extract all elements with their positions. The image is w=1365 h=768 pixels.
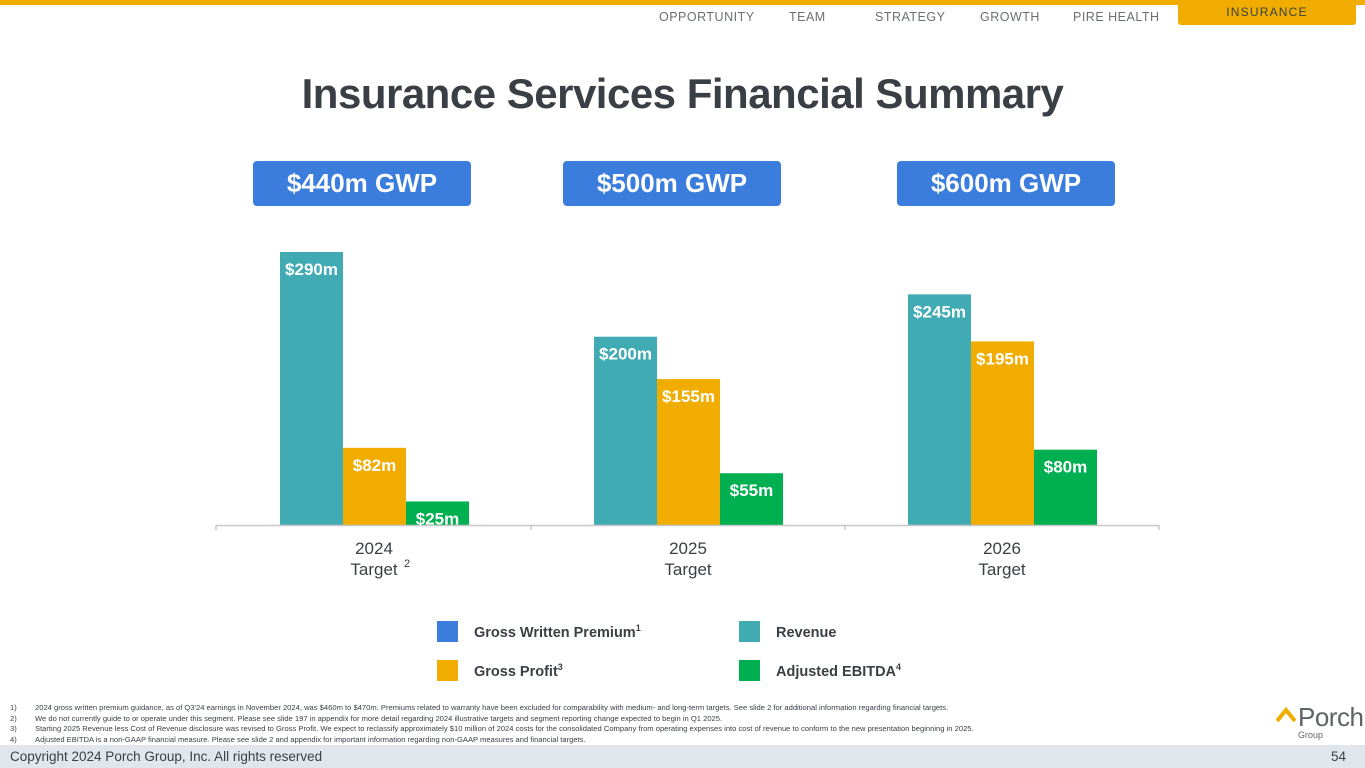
data-label-revenue-2024: $290m — [285, 260, 338, 279]
data-label-adjusted-ebitda-2025: $55m — [730, 481, 773, 500]
footnote-number: 3) — [10, 724, 17, 733]
nav-item-strategy[interactable]: STRATEGY — [875, 10, 946, 24]
nav-item-team[interactable]: TEAM — [789, 10, 826, 24]
data-label-adjusted-ebitda-2026: $80m — [1044, 458, 1087, 477]
footer-bar: Copyright 2024 Porch Group, Inc. All rig… — [0, 745, 1365, 768]
top-accent-bar — [0, 0, 1365, 5]
page-title: Insurance Services Financial Summary — [301, 70, 1064, 117]
legend-swatch-gwp — [437, 621, 458, 642]
footnote-number: 1) — [10, 703, 17, 712]
nav-item-insurance-active[interactable]: INSURANCE — [1178, 0, 1356, 25]
financial-bar-chart: $290m $200m $245m $82m $155m $195m $25m $55m $80… — [215, 252, 1160, 579]
porch-group-logo: Porch Group — [1276, 702, 1364, 741]
footnote-4: 4) Adjusted EBITDA is a non-GAAP financi… — [10, 735, 1260, 746]
nav-item-growth[interactable]: GROWTH — [980, 10, 1040, 24]
data-label-gross-profit-2024: $82m — [353, 456, 396, 475]
footnote-text: Starting 2025 Revenue less Cost of Reven… — [35, 724, 974, 733]
gwp-badge-2025: $500m GWP — [563, 161, 781, 206]
footnote-number: 2) — [10, 713, 17, 723]
bar-adjusted-ebitda-2025 — [720, 473, 783, 525]
x-tick-label-year: 2026 — [983, 539, 1021, 558]
footnotes: 1) 2024 gross written premium guidance, … — [10, 703, 1260, 745]
x-tick-label-target: Target — [664, 560, 712, 579]
bar-adjusted-ebitda-2026 — [1034, 449, 1097, 525]
bar-gross-profit-2025 — [657, 379, 720, 525]
bar-gross-profit-2024 — [343, 447, 406, 525]
legend-swatch-revenue — [739, 621, 760, 642]
data-label-gross-profit-2026: $195m — [976, 349, 1029, 368]
legend-label-gross-profit: Gross Profit3 — [474, 662, 563, 680]
nav-item-opportunity[interactable]: OPPORTUNITY — [659, 10, 755, 24]
footnote-1: 1) 2024 gross written premium guidance, … — [10, 703, 1260, 714]
legend-label-gwp: Gross Written Premium1 — [474, 623, 641, 641]
page-number: 54 — [1330, 749, 1346, 764]
bar-revenue-2026 — [908, 294, 971, 525]
legend-item-adjusted-ebitda: Adjusted EBITDA4 — [739, 660, 959, 682]
gwp-badge-2026: $600m GWP — [897, 161, 1115, 206]
footnote-number: 4) — [10, 734, 17, 744]
data-label-revenue-2025: $200m — [599, 345, 652, 364]
data-label-adjusted-ebitda-2024: $25m — [416, 509, 459, 528]
footnote-2: 2) We do not currently guide to or opera… — [10, 714, 1260, 725]
logo-wordmark: Porch — [1298, 702, 1364, 732]
logo-subtext: Group — [1298, 730, 1324, 740]
footnote-text: 2024 gross written premium guidance, as … — [35, 703, 949, 712]
data-label-revenue-2026: $245m — [913, 302, 966, 321]
legend-swatch-gross-profit — [437, 660, 458, 681]
x-tick-label-superscript: 2 — [404, 558, 410, 570]
x-tick-label-year: 2024 — [355, 539, 393, 558]
footnote-3: 3) Starting 2025 Revenue less Cost of Re… — [10, 724, 1260, 735]
legend-label-adjusted-ebitda: Adjusted EBITDA4 — [776, 662, 902, 680]
x-tick-label-target: Target — [350, 560, 398, 579]
data-label-gross-profit-2025: $155m — [662, 387, 715, 406]
legend-label-revenue: Revenue — [776, 624, 837, 641]
legend-item-revenue: Revenue — [739, 621, 899, 643]
top-nav: OPPORTUNITY TEAM STRATEGY GROWTH PIRE HE… — [0, 0, 1365, 34]
porch-roof-icon — [1276, 707, 1296, 723]
nav-item-pire-health[interactable]: PIRE HEALTH — [1073, 10, 1160, 24]
footnote-text: We do not currently guide to or operate … — [35, 713, 723, 723]
bar-adjusted-ebitda-2024 — [406, 501, 469, 525]
bar-gross-profit-2026 — [971, 341, 1034, 525]
copyright-text: Copyright 2024 Porch Group, Inc. All rig… — [10, 749, 323, 764]
legend-swatch-adjusted-ebitda — [739, 660, 760, 681]
gwp-badge-2024: $440m GWP — [253, 161, 471, 206]
bar-revenue-2025 — [594, 336, 657, 525]
x-tick-label-year: 2025 — [669, 539, 707, 558]
footnote-text: Adjusted EBITDA is a non-GAAP financial … — [35, 734, 586, 744]
bar-revenue-2024 — [280, 252, 343, 525]
x-tick-label-target: Target — [978, 560, 1026, 579]
legend-item-gross-profit: Gross Profit3 — [437, 660, 637, 682]
legend-item-gwp: Gross Written Premium1 — [437, 621, 697, 643]
